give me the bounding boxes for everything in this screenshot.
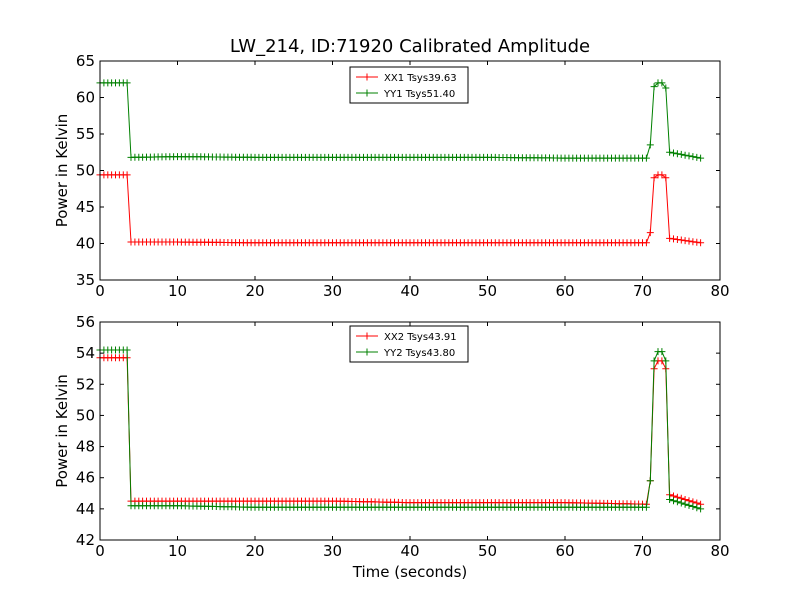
bottom-ytick-label: 46 [76, 469, 95, 487]
data-point-marker [642, 503, 650, 511]
bottom-ytick-label: 50 [76, 406, 95, 424]
bottom-xtick-label: 0 [95, 542, 105, 560]
data-point-marker [123, 171, 131, 179]
bottom-xtick-label: 30 [323, 542, 342, 560]
legend-label: XX2 Tsys43.91 [384, 332, 457, 343]
top-legend-frame [349, 66, 469, 104]
bottom-legend: XX2 Tsys43.91 YY2 Tsys43.80 [349, 325, 469, 363]
top-xtick-label: 50 [478, 282, 497, 300]
data-point-marker [685, 237, 693, 245]
bottom-xtick-label: 50 [478, 542, 497, 560]
legend-label: YY1 Tsys51.40 [383, 89, 455, 100]
data-point-marker [697, 154, 705, 162]
bottom-xtick-label: 60 [555, 542, 574, 560]
top-xtick-label: 20 [245, 282, 264, 300]
top-panel: 0 10 20 30 40 50 60 70 80 35 40 45 50 55 60 65 Power in… [53, 52, 730, 300]
bottom-xtick-label: 80 [710, 542, 729, 560]
top-xtick-label: 10 [168, 282, 187, 300]
bottom-ytick-label: 44 [76, 500, 95, 518]
data-point-marker [666, 496, 674, 503]
legend-marker [363, 89, 371, 97]
data-point-marker [685, 152, 693, 160]
data-point-marker [662, 174, 670, 182]
bottom-xtick-label: 20 [245, 542, 264, 560]
data-point-marker [658, 348, 666, 356]
data-point-marker [662, 357, 670, 365]
data-point-marker [693, 153, 701, 161]
top-series-layer [96, 79, 705, 247]
data-point-marker [697, 239, 705, 247]
data-point-marker [646, 141, 654, 149]
top-xtick-label: 30 [323, 282, 342, 300]
data-point-marker [123, 79, 131, 87]
bottom-xlabel: Time (seconds) [352, 563, 468, 581]
legend-label: XX1 Tsys39.63 [384, 73, 457, 84]
bottom-ticks-layer: 0 10 20 30 40 50 60 70 80 42 44 46 48 50 52 54 56 [76, 313, 730, 560]
data-point-marker [123, 346, 131, 354]
top-ylabel: Power in Kelvin [53, 114, 71, 228]
data-point-marker [685, 501, 693, 509]
data-point-marker [658, 171, 666, 179]
bottom-xtick-label: 40 [400, 542, 419, 560]
legend-marker [363, 332, 371, 340]
top-xtick-label: 40 [400, 282, 419, 300]
bottom-ytick-label: 42 [76, 531, 95, 549]
bottom-xtick-label: 70 [633, 542, 652, 560]
bottom-panel: 0 10 20 30 40 50 60 70 80 42 44 46 48 50 52 54 56 Power … [53, 313, 730, 581]
top-ytick-label: 60 [76, 89, 95, 107]
data-point-marker [642, 239, 650, 247]
data-point-marker [662, 84, 670, 92]
data-point-marker [693, 238, 701, 246]
chart-title: LW_214, ID:71920 Calibrated Amplitude [230, 36, 590, 57]
top-ytick-label: 35 [76, 271, 95, 289]
top-ytick-label: 65 [76, 52, 95, 70]
bottom-legend-frame [349, 325, 469, 363]
data-point-marker [670, 497, 677, 505]
data-point-marker [689, 153, 697, 161]
data-point-marker [681, 151, 689, 159]
data-point-marker [673, 150, 681, 158]
data-point-marker [646, 477, 654, 485]
legend-label: YY2 Tsys43.80 [383, 348, 455, 359]
bottom-ytick-label: 52 [76, 375, 95, 393]
data-point-marker [681, 500, 689, 508]
legend-marker [363, 73, 371, 81]
top-xtick-label: 60 [555, 282, 574, 300]
top-xtick-label: 80 [710, 282, 729, 300]
top-xtick-label: 70 [633, 282, 652, 300]
top-ytick-label: 40 [76, 235, 95, 253]
data-point-marker [677, 150, 685, 158]
bottom-xtick-label: 10 [168, 542, 187, 560]
top-ytick-label: 50 [76, 162, 95, 180]
data-point-marker [670, 235, 677, 243]
top-ytick-label: 45 [76, 198, 95, 216]
data-point-marker [642, 154, 650, 162]
bottom-ytick-label: 54 [76, 344, 95, 362]
top-ticks-layer: 0 10 20 30 40 50 60 70 80 35 40 45 50 55 60 65 [76, 52, 730, 300]
top-ytick-label: 55 [76, 125, 95, 143]
data-point-marker [650, 174, 658, 182]
data-point-marker [650, 357, 658, 365]
bottom-ytick-label: 56 [76, 313, 95, 331]
data-point-marker [650, 83, 658, 91]
data-point-marker [677, 499, 685, 507]
bottom-ylabel: Power in Kelvin [53, 374, 71, 488]
top-xtick-label: 0 [95, 282, 105, 300]
data-point-marker [673, 498, 681, 506]
data-point-marker [666, 148, 674, 156]
top-legend: XX1 Tsys39.63 YY1 Tsys51.40 [349, 66, 469, 104]
data-point-marker [697, 505, 705, 513]
bottom-ytick-label: 48 [76, 438, 95, 456]
data-point-marker [689, 503, 697, 510]
data-point-marker [670, 149, 677, 157]
data-point-marker [658, 79, 666, 87]
legend-marker [363, 348, 371, 356]
data-point-marker [693, 504, 701, 512]
data-point-marker [677, 236, 685, 244]
data-point-marker [646, 229, 654, 237]
